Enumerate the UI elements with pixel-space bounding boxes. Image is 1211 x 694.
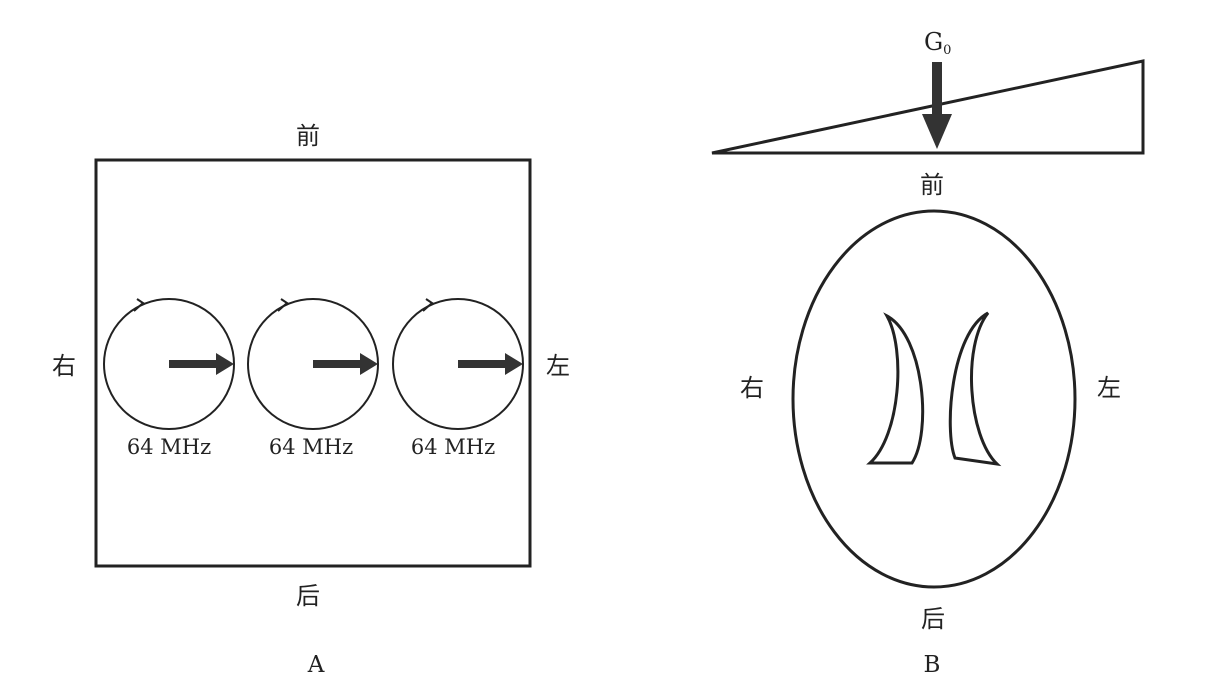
rotation-direction-icon: [277, 298, 289, 312]
panel-b-anterior-label: 前: [920, 171, 944, 199]
right-crescent-structure: [948, 311, 1002, 467]
panel-b: G0 前 后 右 左 B: [711, 28, 1145, 678]
larmor-frequency-label: 64 MHz: [127, 435, 211, 459]
left-crescent-structure: [866, 312, 925, 465]
panel-a-anterior-label: 前: [296, 122, 320, 150]
field-of-view-box: [94, 158, 532, 568]
head-outline: [791, 209, 1077, 589]
larmor-frequency-label: 64 MHz: [411, 435, 495, 459]
precessing-spin-3: 64 MHz: [392, 298, 524, 459]
panel-b-posterior-label: 后: [921, 605, 945, 633]
panel-a-caption: A: [307, 652, 325, 678]
panel-a-posterior-label: 后: [296, 582, 320, 610]
panel-b-caption: B: [924, 652, 941, 678]
gradient-label: G0: [924, 28, 951, 58]
panel-a-right-label: 右: [52, 352, 76, 380]
rotation-direction-icon: [133, 298, 145, 312]
panel-b-right-label: 右: [740, 374, 764, 402]
rotation-direction-icon: [422, 298, 434, 312]
panel-a: 前 后 右 左 64 MHz 64 MHz 64 MHz A: [52, 122, 570, 678]
panel-a-left-label: 左: [546, 352, 570, 380]
gradient-wedge: [711, 59, 1145, 155]
panel-b-left-label: 左: [1097, 374, 1121, 402]
gradient-arrow-icon: [922, 62, 952, 149]
larmor-frequency-label: 64 MHz: [269, 435, 353, 459]
precessing-spin-1: 64 MHz: [103, 298, 235, 459]
precessing-spin-2: 64 MHz: [247, 298, 379, 459]
